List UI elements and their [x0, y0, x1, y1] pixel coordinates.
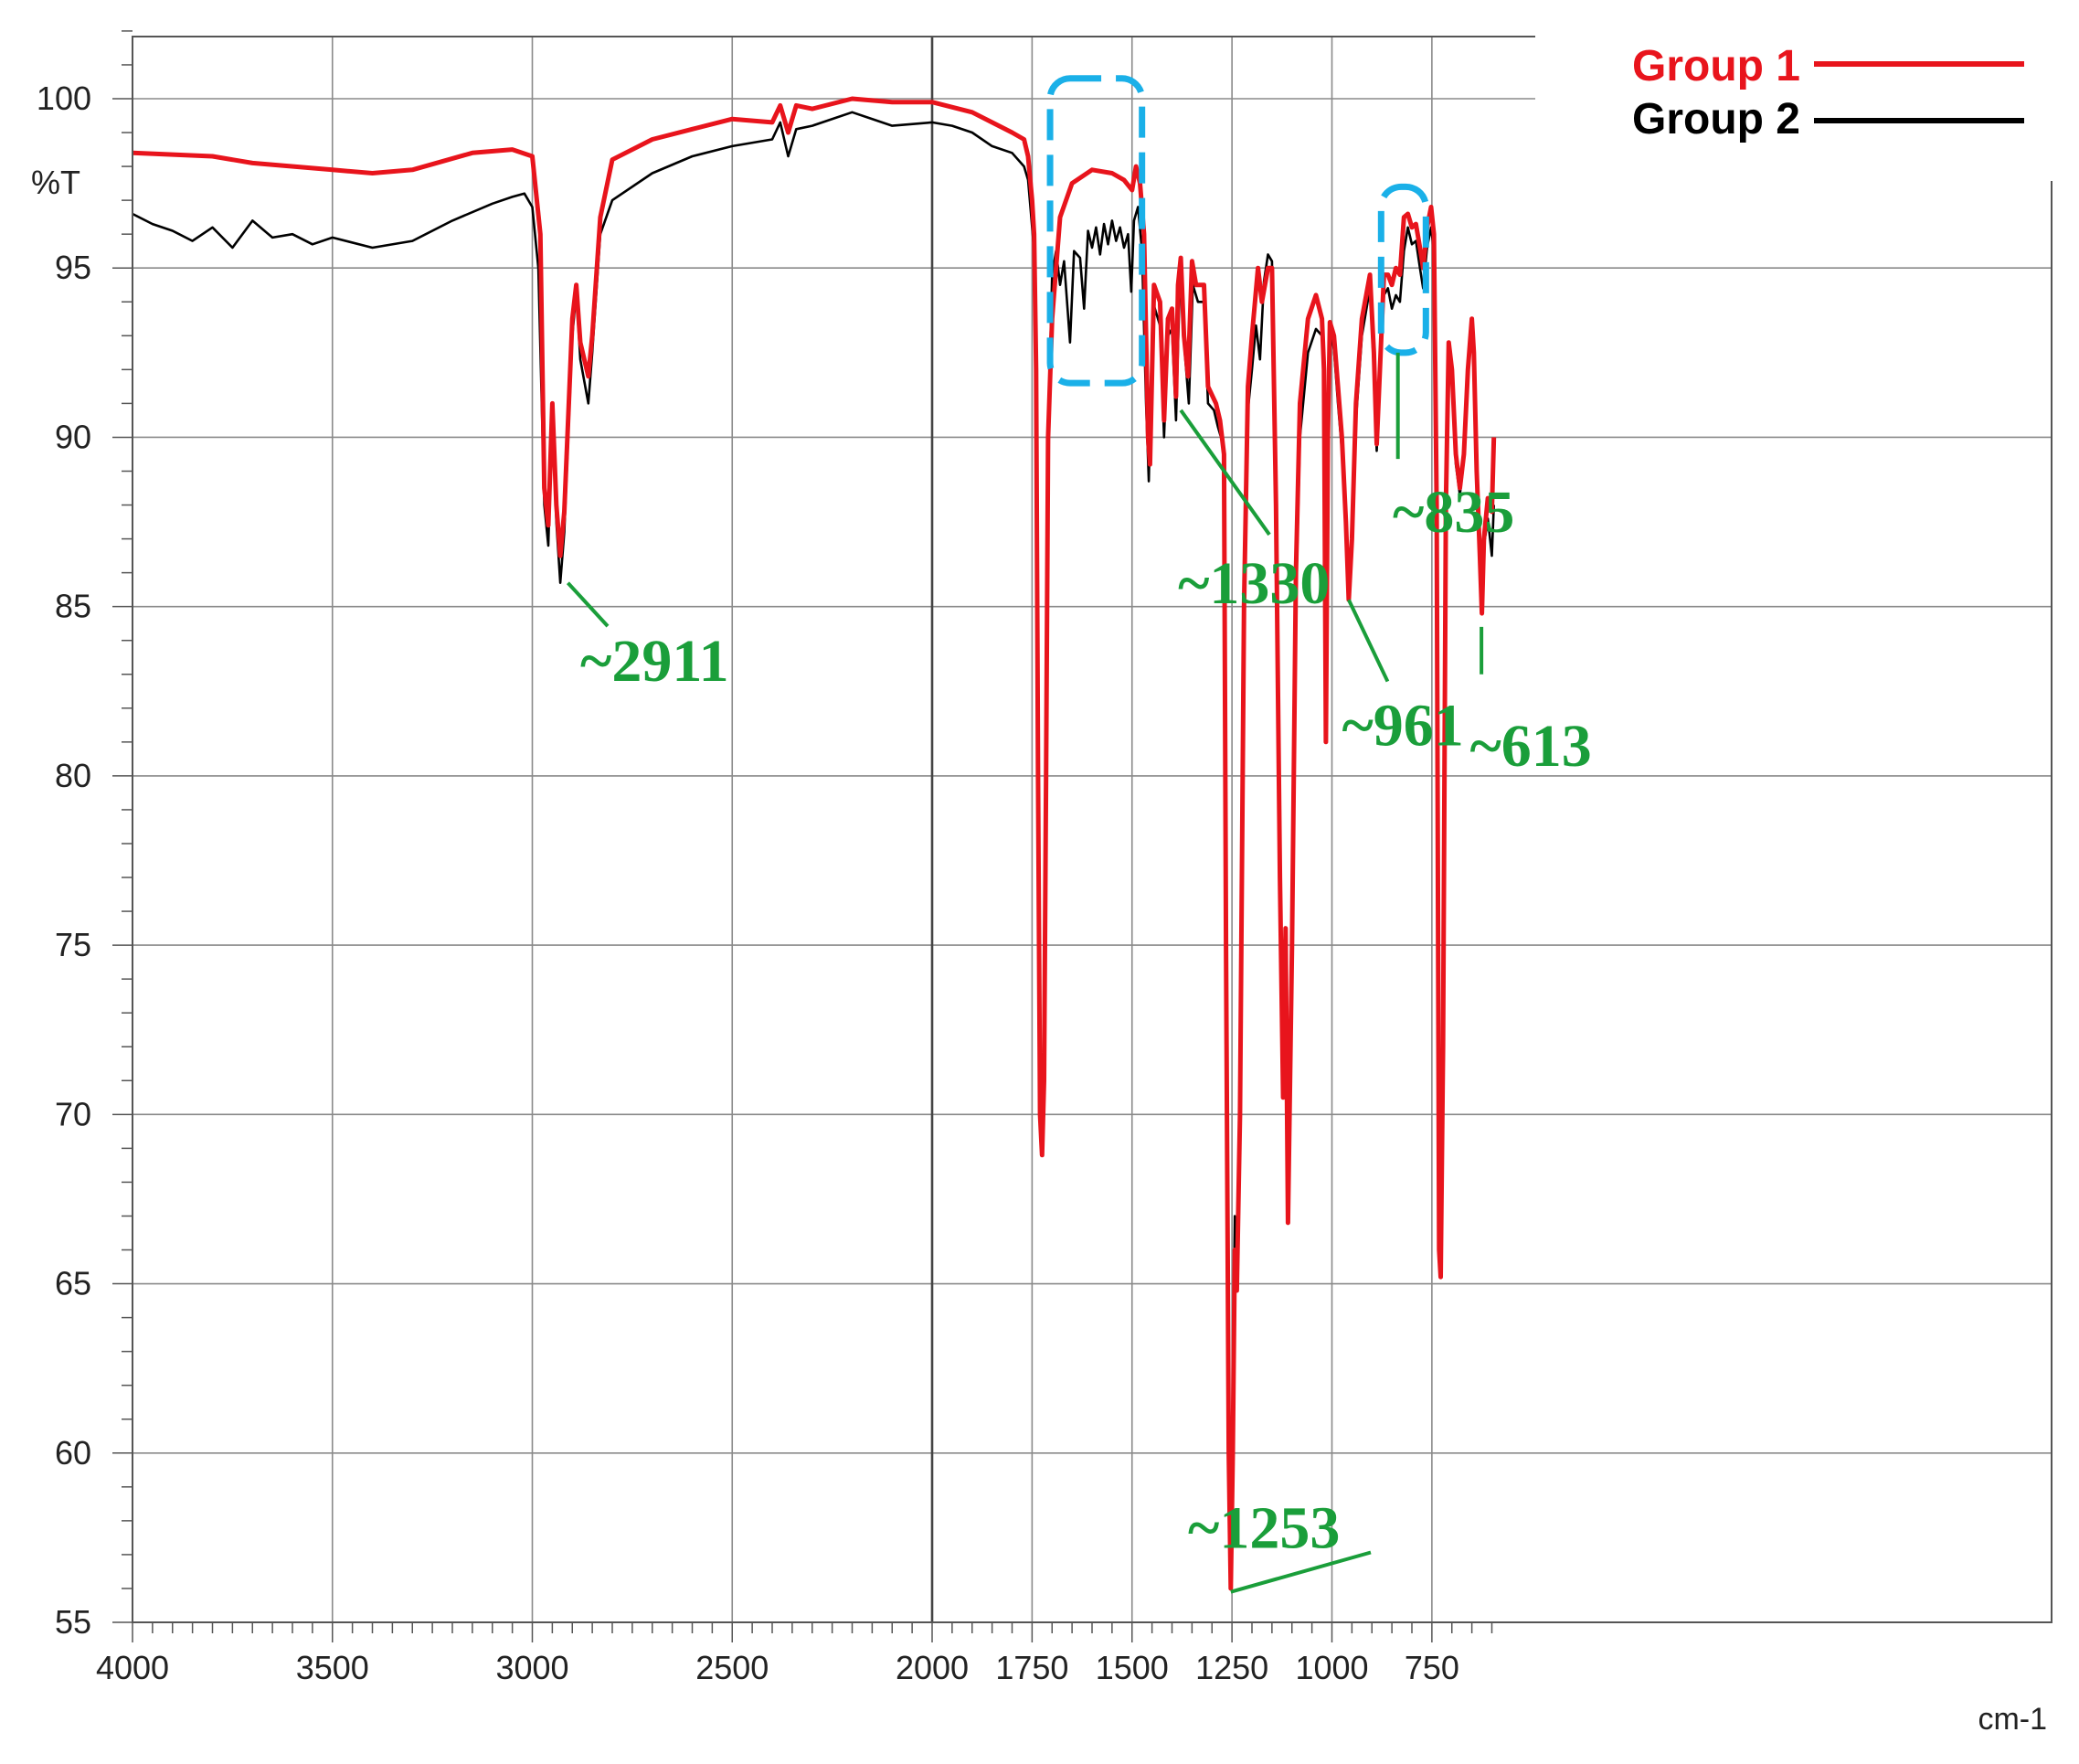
legend-label-group-1: Group 1	[1632, 42, 1800, 90]
y-tick-label: 70	[55, 1095, 91, 1132]
y-tick-label: 80	[55, 757, 91, 794]
x-tick-label: 3500	[296, 1649, 369, 1686]
series-line-group-2	[132, 111, 1495, 1580]
x-tick-label: 1000	[1295, 1649, 1368, 1686]
peak-annotations: ~2911 ~1330 ~1253 ~961 ~835 ~613	[566, 352, 1592, 1594]
plot-frame	[132, 36, 2052, 1623]
highlight-region-box	[1377, 183, 1429, 356]
annotation-leader-line	[1347, 599, 1390, 683]
legend-background	[1535, 35, 2065, 181]
grid-lines	[132, 37, 2052, 1623]
x-tick-label: 1250	[1195, 1649, 1268, 1686]
peak-annotation-label: ~1330	[1178, 550, 1330, 617]
y-tick-label: 90	[55, 418, 91, 455]
y-tick-label: 60	[55, 1434, 91, 1472]
peak-annotation-label: ~1253	[1188, 1495, 1340, 1562]
x-tick-label: 4000	[96, 1649, 169, 1686]
x-tick-label: 1500	[1096, 1649, 1169, 1686]
y-tick-label: 85	[55, 588, 91, 625]
peak-annotation-label: ~613	[1469, 713, 1591, 780]
annotation-leader-line	[1230, 1550, 1372, 1594]
highlight-region-box	[1046, 75, 1146, 387]
x-tick-label: 2500	[695, 1649, 769, 1686]
x-axis-unit-label: cm-1	[1978, 1702, 2047, 1737]
y-axis-label: %T	[31, 164, 80, 201]
annotation-leader-line	[1179, 409, 1271, 537]
y-tick-label: 95	[55, 249, 91, 286]
y-tick-label: 75	[55, 926, 91, 963]
peak-annotation-label: ~961	[1342, 693, 1463, 760]
y-tick-label: 65	[55, 1265, 91, 1302]
peak-annotation-label: ~2911	[580, 628, 729, 695]
x-tick-label: 1750	[995, 1649, 1068, 1686]
minor-ticks	[112, 30, 1493, 1642]
x-tick-label: 3000	[495, 1649, 568, 1686]
annotation-leader-line	[566, 581, 610, 628]
x-tick-label: 750	[1405, 1649, 1459, 1686]
x-tick-label: 2000	[896, 1649, 969, 1686]
axes: 55 60 65 70 75 80 85 90 95 100 4000 3500 3000 2500 200…	[37, 36, 2052, 1686]
legend: Group 1 Group 2	[1535, 35, 2065, 181]
y-tick-label: 55	[55, 1603, 91, 1641]
series-line-group-1	[132, 96, 1497, 1591]
legend-label-group-2: Group 2	[1632, 95, 1800, 143]
y-tick-label: 100	[37, 80, 91, 117]
series-layer	[132, 96, 1497, 1591]
peak-annotation-label: ~835	[1393, 479, 1514, 546]
highlight-boxes	[1046, 75, 1429, 387]
